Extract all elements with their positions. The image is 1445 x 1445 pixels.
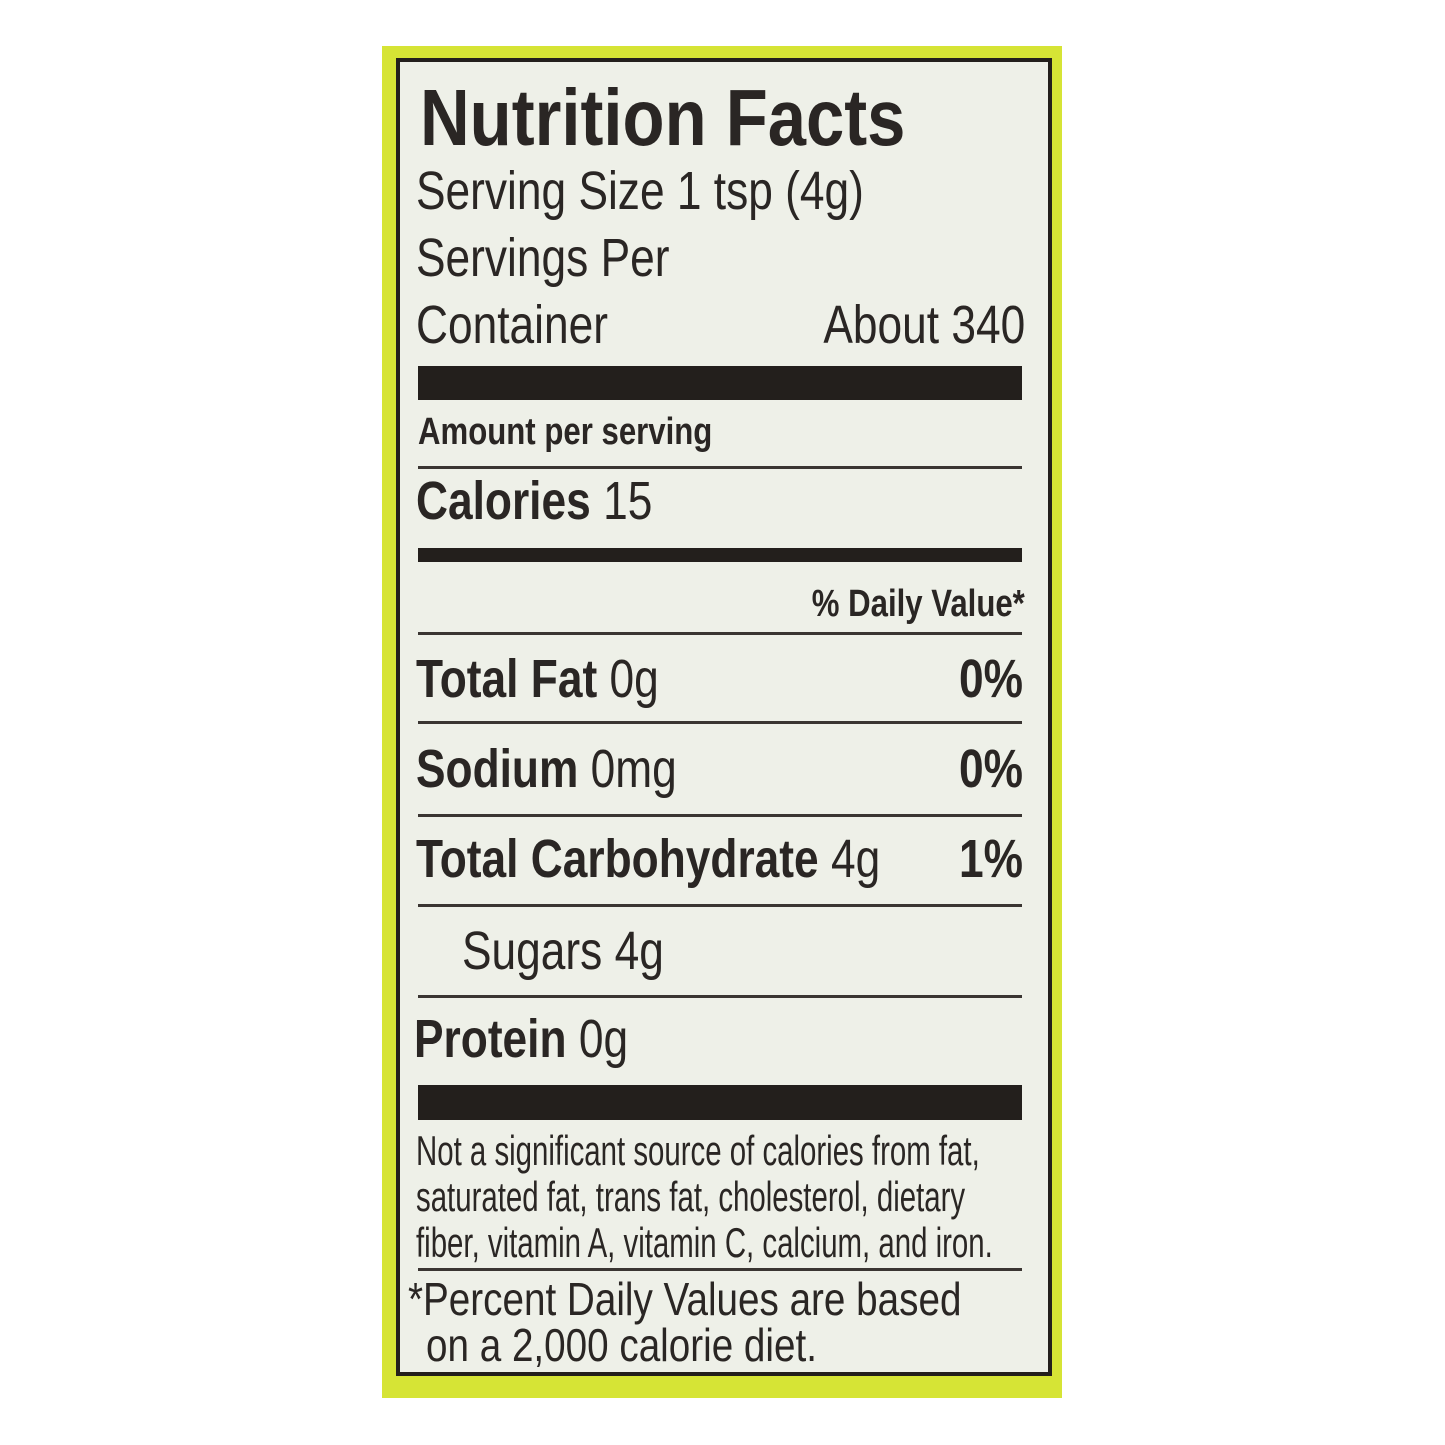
divider <box>418 904 1022 907</box>
divider <box>418 995 1022 998</box>
divider <box>418 466 1022 469</box>
thick-divider <box>418 366 1022 400</box>
nutrient-amount: 4g <box>614 921 664 981</box>
nutrient-row-sugars: Sugars 4g <box>462 924 664 978</box>
nutrient-row-sodium: Sodium 0mg <box>416 742 677 796</box>
servings-per-label-2: Container <box>416 295 608 355</box>
nutrient-name: Total Fat <box>416 649 598 709</box>
divider <box>418 1268 1022 1271</box>
calories-row: Calories 15 <box>416 474 652 528</box>
footnote-line: Not a significant source of calories fro… <box>416 1127 980 1174</box>
nutrient-amount: 0mg <box>590 739 677 799</box>
medium-divider <box>418 548 1022 562</box>
nutrient-name: Sugars <box>462 921 603 981</box>
nutrient-dv: 0% <box>959 739 1023 799</box>
nutrient-amount: 0g <box>609 649 659 709</box>
nutrient-dv: 0% <box>959 649 1023 709</box>
calories-label: Calories <box>416 471 591 531</box>
nutrient-row-protein: Protein 0g <box>414 1012 628 1066</box>
dv-note-line: on a 2,000 calorie diet. <box>426 1319 817 1371</box>
nutrition-facts-panel <box>396 58 1052 1376</box>
thick-divider <box>418 1085 1022 1120</box>
serving-size: Serving Size 1 tsp (4g) <box>416 161 864 221</box>
calories-value: 15 <box>603 471 653 531</box>
amount-per-serving: Amount per serving <box>418 411 713 453</box>
daily-value-header: % Daily Value* <box>811 583 1025 625</box>
nutrient-name: Total Carbohydrate <box>416 829 819 889</box>
nutrient-amount: 0g <box>578 1009 629 1069</box>
title: Nutrition Facts <box>420 73 906 162</box>
nutrient-amount: 4g <box>830 829 881 889</box>
nutrient-row-total-fat: Total Fat 0g <box>416 652 659 706</box>
nutrient-name: Sodium <box>416 739 579 799</box>
servings-per-value: About 340 <box>823 295 1025 355</box>
divider <box>418 632 1022 635</box>
divider <box>418 814 1022 817</box>
dv-note-line: *Percent Daily Values are based <box>408 1273 962 1325</box>
divider <box>418 721 1022 724</box>
footnote-line: fiber, vitamin A, vitamin C, calcium, an… <box>416 1219 993 1266</box>
footnote-line: saturated fat, trans fat, cholesterol, d… <box>416 1173 966 1220</box>
nutrient-name: Protein <box>414 1009 567 1069</box>
nutrient-row-total-carbohydrate: Total Carbohydrate 4g <box>416 832 880 886</box>
nutrient-dv: 1% <box>959 829 1023 889</box>
servings-per-label: Servings Per <box>416 228 670 288</box>
